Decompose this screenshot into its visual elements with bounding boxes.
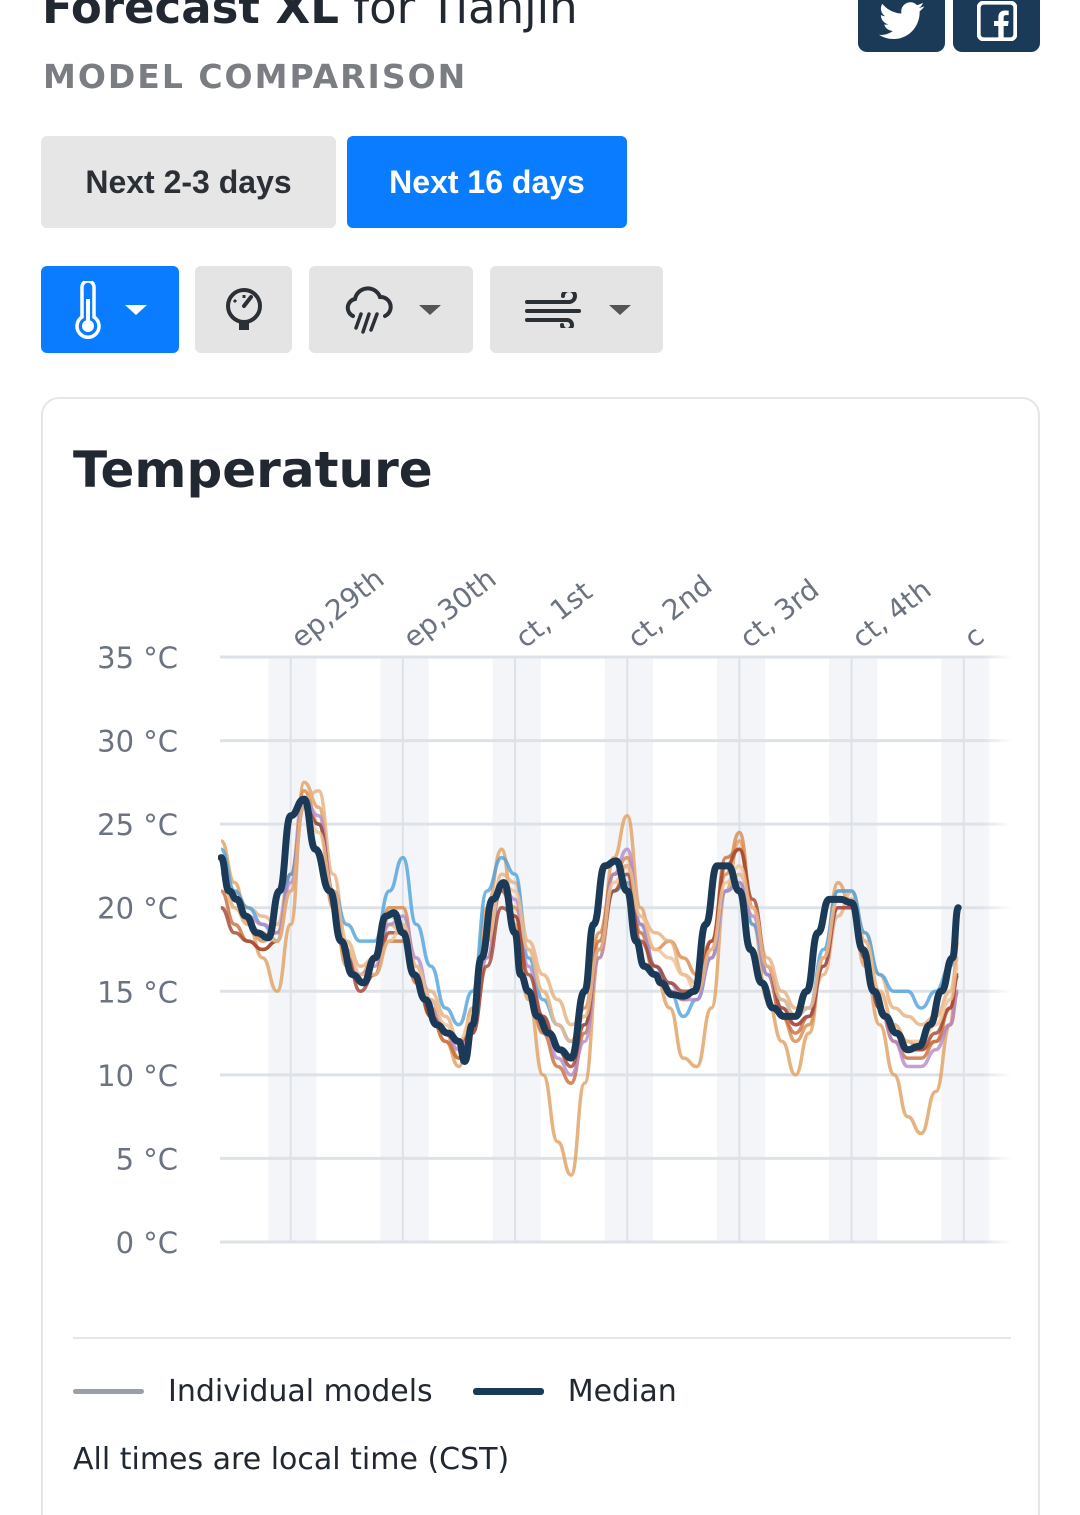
temperature-chart: 35 °C 30 °C 25 °C 20 °C 15 °C 10 °C 5 °C 0 °C e… [97,562,1012,1260]
page-title-bold: Forecast XL [42,0,339,34]
wind-icon [524,291,581,328]
y-tick-label: 5 °C [116,1142,178,1176]
y-tick-label: 20 °C [97,892,178,926]
y-tick-label: 15 °C [97,975,178,1009]
x-tick-label: ct, 3rd [733,573,825,655]
timezone-note: All times are local time (CST) [73,1442,510,1477]
legend-swatch-models [73,1389,144,1394]
wind-button[interactable] [490,266,663,353]
facebook-icon [976,1,1017,41]
y-tick-label: 10 °C [97,1059,178,1093]
y-tick-label: 25 °C [97,808,178,842]
chevron-down-icon [419,304,441,315]
median-series-line [218,795,962,1065]
legend-swatch-median [472,1388,544,1395]
x-tick-label: ct, 2nd [621,568,718,654]
chart-legend: Individual models Median [73,1374,677,1409]
pressure-button[interactable] [195,266,292,353]
night-band [268,657,317,1242]
y-tick-label: 30 °C [97,725,178,759]
y-tick-label: 0 °C [116,1226,178,1260]
rain-cloud-icon [345,285,393,334]
chevron-down-icon [608,304,631,315]
legend-label-models: Individual models [168,1374,433,1409]
legend-label-median: Median [567,1374,677,1409]
page-subtitle: MODEL COMPARISON [43,57,468,96]
pressure-gauge-icon [225,287,262,330]
page-title-location: for Tianjin [338,0,578,34]
tab-next-16-days[interactable]: Next 16 days [347,136,627,228]
legend-divider [73,1337,1011,1339]
temperature-button[interactable] [41,266,179,353]
y-tick-label: 35 °C [97,641,178,675]
night-band [941,657,990,1242]
chart-fade [982,589,1012,1249]
tab-next-2-3-days[interactable]: Next 2-3 days [41,136,336,228]
twitter-icon [878,2,924,40]
x-tick-label: ct, 4th [846,573,938,655]
chevron-down-icon [125,304,147,315]
x-tick-label: ep,29th [285,562,391,655]
precipitation-button[interactable] [309,266,473,353]
temperature-card: Temperature 35 °C 30 °C 25 °C 20 °C 15 °C 10 … [41,397,1040,1515]
card-title: Temperature [73,441,433,499]
facebook-share-button[interactable] [953,0,1040,52]
x-tick-label: ep,30th [397,562,503,655]
twitter-share-button[interactable] [858,0,945,52]
thermometer-icon [75,280,101,339]
x-tick-label: ct, 1st [509,575,598,655]
page-title: Forecast XL for Tianjin [42,0,578,38]
